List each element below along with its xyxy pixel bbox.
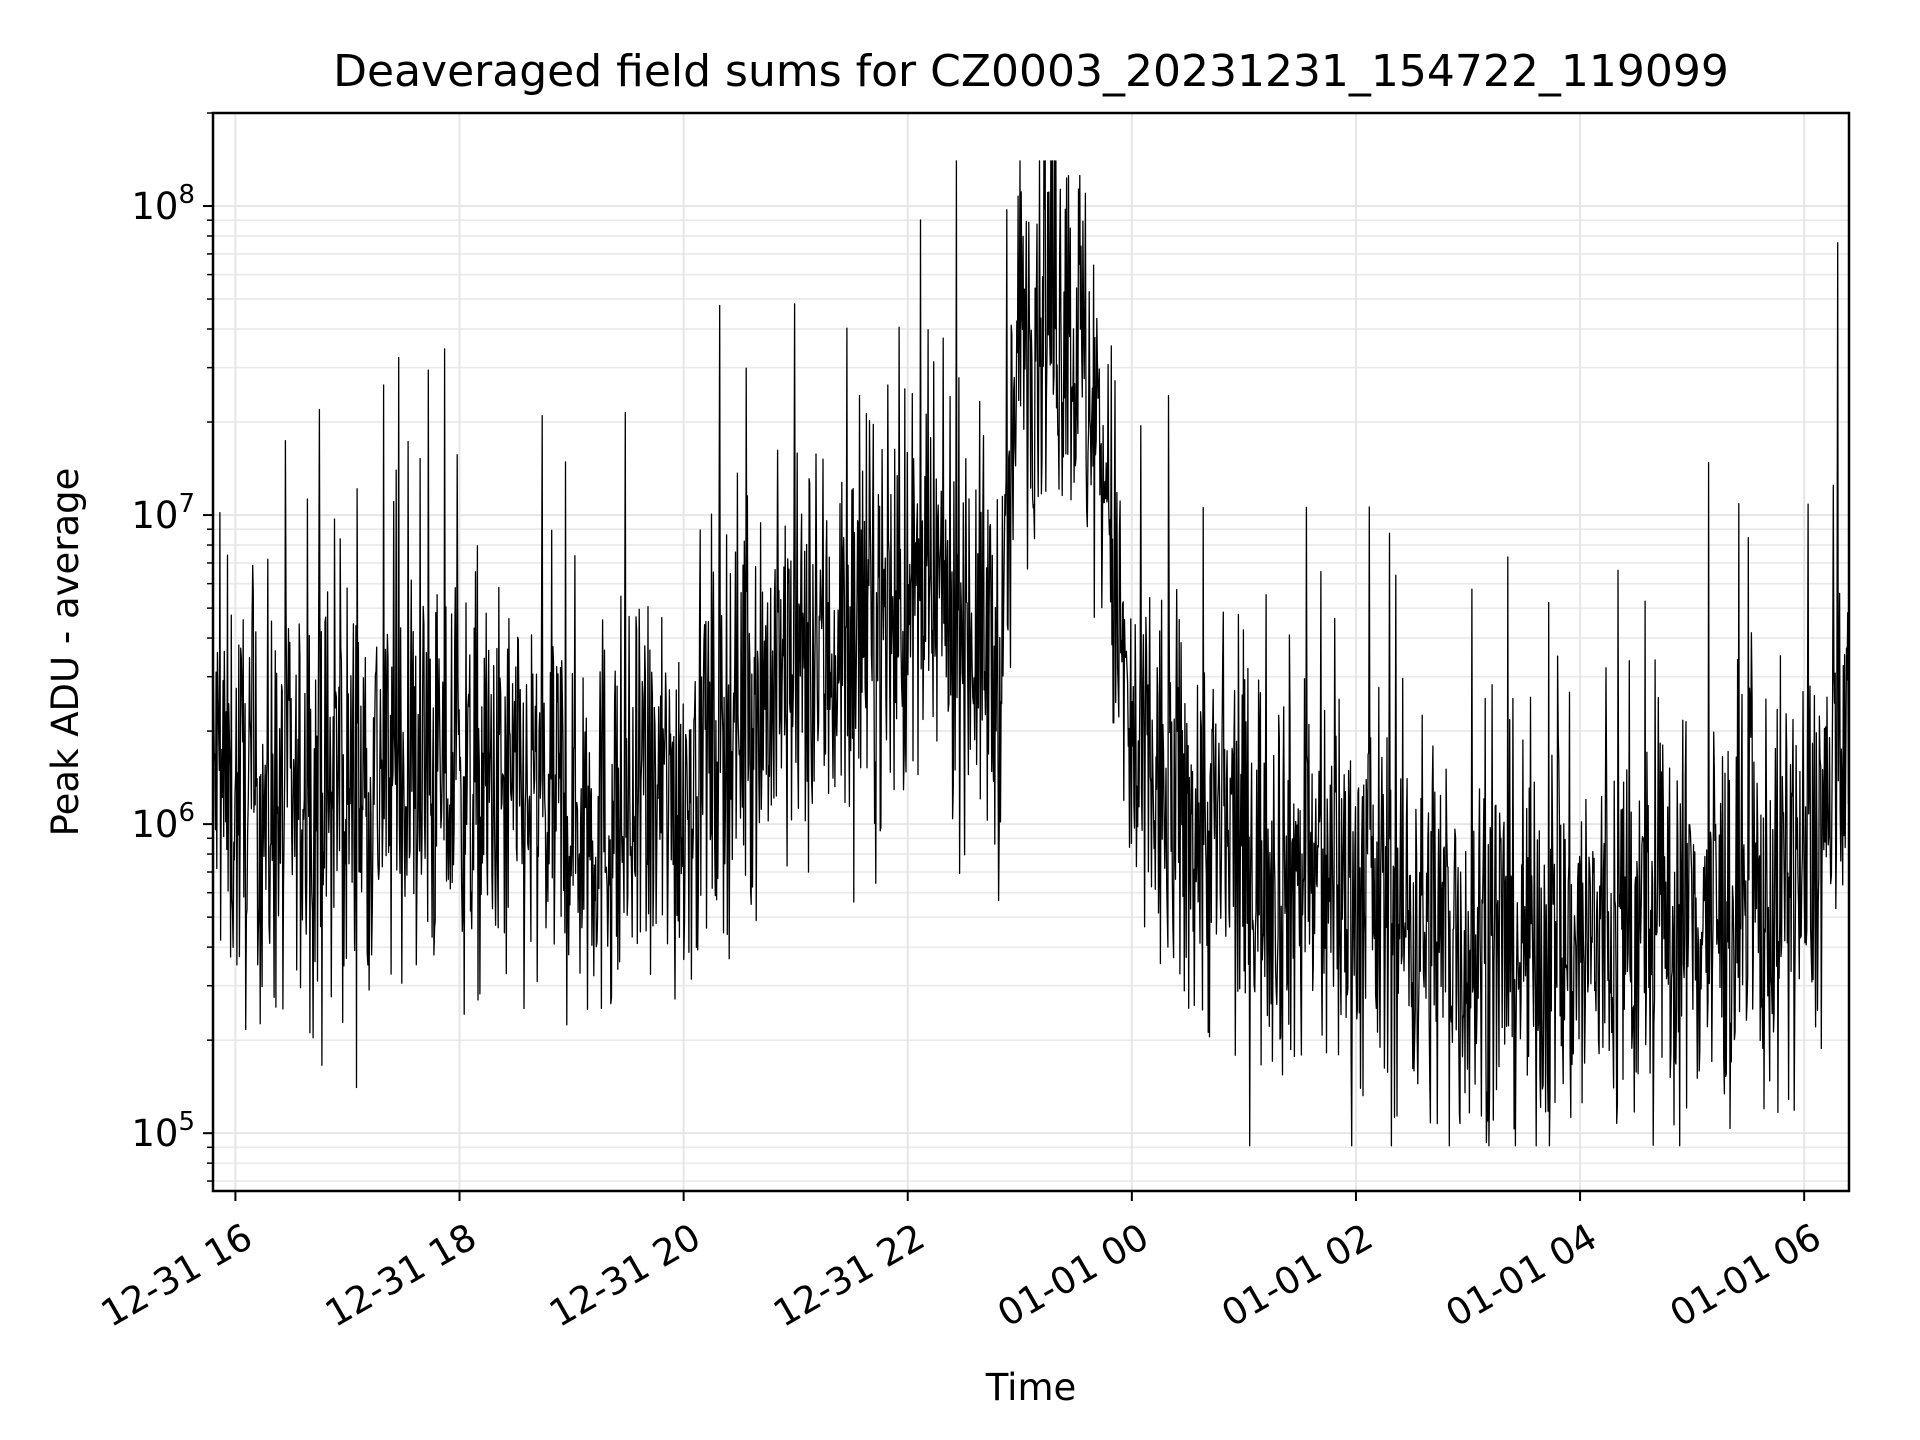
y-tick-label: 108	[131, 180, 195, 228]
y-axis-ticks: 105 106 107 108	[131, 112, 213, 1182]
y-tick-label: 106	[131, 798, 195, 846]
x-tick-label: 12-31 18	[318, 1215, 484, 1335]
x-tick-label: 01-01 02	[1214, 1215, 1380, 1335]
y-tick-label: 107	[131, 489, 195, 537]
series-line	[212, 160, 1850, 1147]
x-axis-label: Time	[985, 1366, 1077, 1409]
x-tick-label: 12-31 16	[94, 1215, 260, 1335]
x-tick-label: 12-31 20	[542, 1215, 708, 1335]
series-area	[212, 160, 1850, 1147]
x-tick-label: 01-01 04	[1439, 1215, 1605, 1335]
x-tick-label: 12-31 22	[766, 1215, 932, 1335]
plot-frame	[211, 111, 1851, 1193]
chart-title: Deaveraged field sums for CZ0003_2023123…	[333, 46, 1729, 97]
x-axis-ticks: 12-31 16 12-31 18 12-31 20 12-31 22 01-01 00…	[94, 1191, 1828, 1336]
y-axis-label: Peak ADU - average	[44, 468, 87, 837]
x-tick-label: 01-01 00	[990, 1215, 1156, 1335]
y-tick-label: 105	[131, 1107, 195, 1155]
x-tick-label: 01-01 06	[1663, 1215, 1829, 1335]
